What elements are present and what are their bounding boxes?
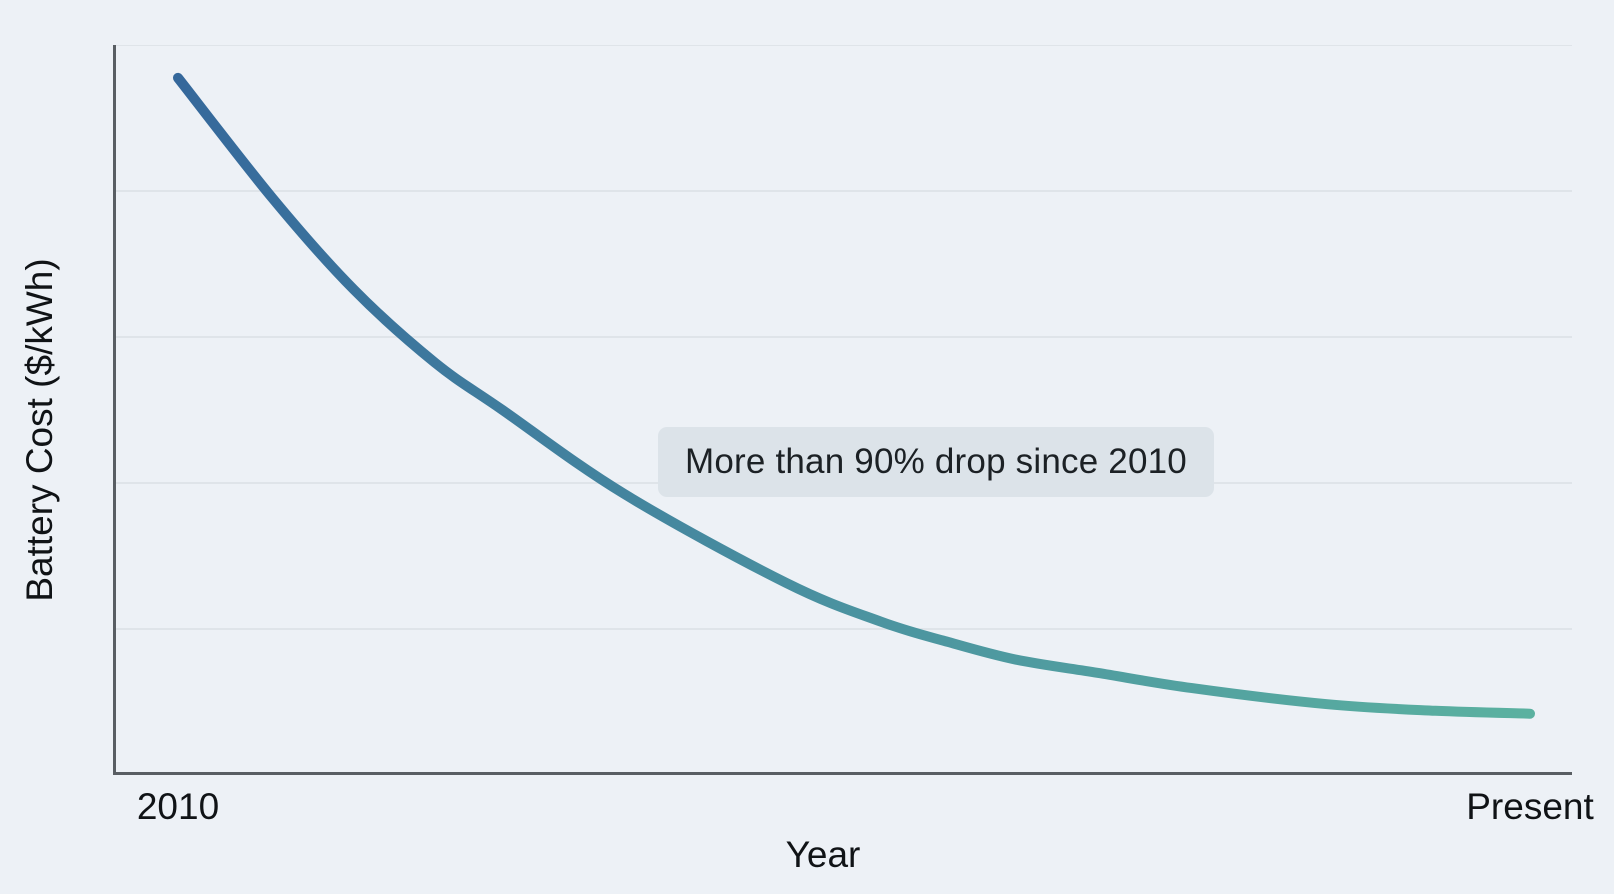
x-tick-2010: 2010 bbox=[136, 786, 220, 827]
series-battery-cost bbox=[173, 72, 1535, 719]
line-chart-canvas bbox=[113, 45, 1572, 775]
y-axis-label: Battery Cost ($/kWh) bbox=[19, 258, 60, 602]
annotation-callout: More than 90% drop since 2010 bbox=[658, 427, 1214, 497]
x-tick-present: Present bbox=[1466, 786, 1594, 827]
x-axis-label: Year bbox=[785, 834, 861, 875]
annotation-text: More than 90% drop since 2010 bbox=[685, 442, 1187, 481]
plot-area: More than 90% drop since 2010 bbox=[113, 45, 1572, 775]
